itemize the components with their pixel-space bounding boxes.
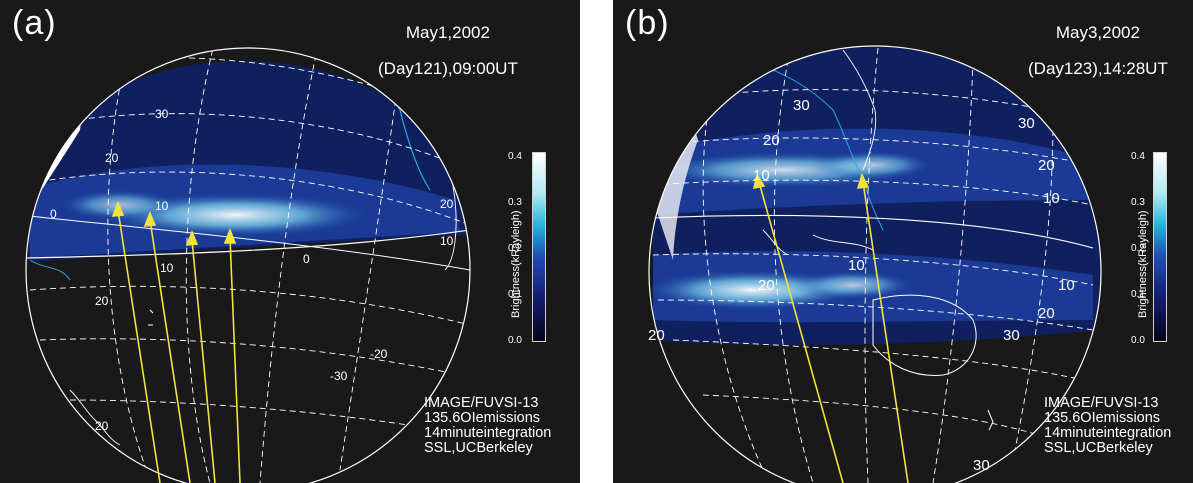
lat-label: 10 [155,199,169,213]
date: May1,2002 [405,23,490,42]
colorbar-tick: 0.1 [508,289,522,300]
lat-label: 30 [155,107,169,121]
lat-label: -20 [370,347,388,361]
panel-label: (b) [625,4,670,42]
colorbar-tick: 0.0 [1131,335,1145,346]
lat-label: 10 [1043,190,1060,207]
lat-label: 20 [440,197,454,211]
colorbar-title: Brightness(kRayleigh) [1137,210,1149,318]
lat-label: 0 [50,207,57,221]
colorbar-tick: 0.4 [1131,151,1145,162]
panel-label: (a) [12,4,57,42]
lat-label: 10 [848,257,865,274]
colorbar-tick: 0.2 [1131,243,1145,254]
colorbar-tick: 0.4 [508,151,522,162]
credit-line: 135.6OIemissions [424,410,541,426]
date-block: May3,2002 (Day123),14:28UT [1028,22,1168,80]
lat-label: 20 [648,327,665,344]
colorbar-tick: 0.1 [1131,289,1145,300]
lat-label: 20 [1038,157,1055,174]
colorbar-tick: 0.2 [508,243,522,254]
date: May3,2002 [1055,23,1140,42]
colorbar [1153,152,1167,342]
lat-label: 30 [973,457,990,474]
colorbar-tick: 0.3 [508,197,522,208]
lat-label: 30 [1003,327,1020,344]
credit-line: SSL,UCBerkeley [424,440,533,456]
credits: IMAGE/FUVSI-13 135.6OIemissions 14minute… [1044,396,1171,456]
colorbar-title: Brightness(kRayleigh) [510,210,522,318]
lat-label: 0 [303,252,310,266]
lat-label: 30 [1018,115,1035,132]
panel-a: 30 20 10 0 0 -20 -30 10 20 20 10 20 (a) … [0,0,580,483]
credits: IMAGE/FUVSI-13 135.6OIemissions 14minute… [424,396,551,456]
colorbar-tick: 0.0 [508,335,522,346]
globe-image-a: 30 20 10 0 0 -20 -30 10 20 20 10 20 [25,47,471,483]
lat-label: 10 [160,261,174,275]
lat-label: -30 [330,369,348,383]
colorbar [532,152,546,342]
credit-line: 14minuteintegration [1044,425,1172,441]
credit-line: SSL,UCBerkeley [1044,440,1153,456]
lat-label: 20 [95,294,109,308]
globe-image-b: 30 20 10 10 20 30 20 10 10 20 30 30 20 [648,45,1102,483]
credit-line: 14minuteintegration [424,425,552,441]
lat-label: 20 [95,419,109,433]
lat-label: 30 [793,97,810,114]
panel-b: 30 20 10 10 20 30 20 10 10 20 30 30 20 (… [613,0,1193,483]
lat-label: 10 [1058,277,1075,294]
day-time: (Day121),09:00UT [378,59,518,78]
credit-line: IMAGE/FUVSI-13 [424,395,539,411]
lat-label: 10 [753,167,770,184]
colorbar-tick: 0.3 [1131,197,1145,208]
credit-line: IMAGE/FUVSI-13 [1044,395,1159,411]
lat-label: 20 [763,132,780,149]
day-time: (Day123),14:28UT [1028,59,1168,78]
credit-line: 135.6OIemissions [1044,410,1161,426]
lat-label: 20 [758,277,775,294]
date-block: May1,2002 (Day121),09:00UT [378,22,518,80]
lat-label: 10 [440,234,454,248]
lat-label: 20 [1038,305,1055,322]
lat-label: 20 [105,151,119,165]
